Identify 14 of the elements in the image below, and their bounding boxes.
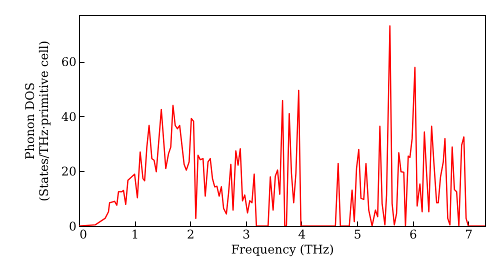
x-tick-label: 6 bbox=[409, 228, 418, 242]
x-tick-label: 5 bbox=[354, 228, 362, 242]
x-tick-label: 3 bbox=[242, 228, 250, 242]
line-series bbox=[79, 25, 485, 226]
x-tick-label: 0 bbox=[80, 228, 88, 242]
y-tick-label: 20 bbox=[61, 164, 76, 179]
x-tick-label: 4 bbox=[298, 228, 306, 242]
x-tick-label: 7 bbox=[464, 228, 473, 242]
x-tick-label: 1 bbox=[131, 228, 139, 242]
x-tick-label: 2 bbox=[186, 228, 195, 242]
y-axis-title: Phonon DOS (States/THz·primitive cell) bbox=[23, 40, 52, 202]
y-tick-label: 40 bbox=[61, 110, 76, 124]
x-axis-title: Frequency (THz) bbox=[231, 242, 334, 256]
y-tick-label: 60 bbox=[61, 55, 76, 70]
